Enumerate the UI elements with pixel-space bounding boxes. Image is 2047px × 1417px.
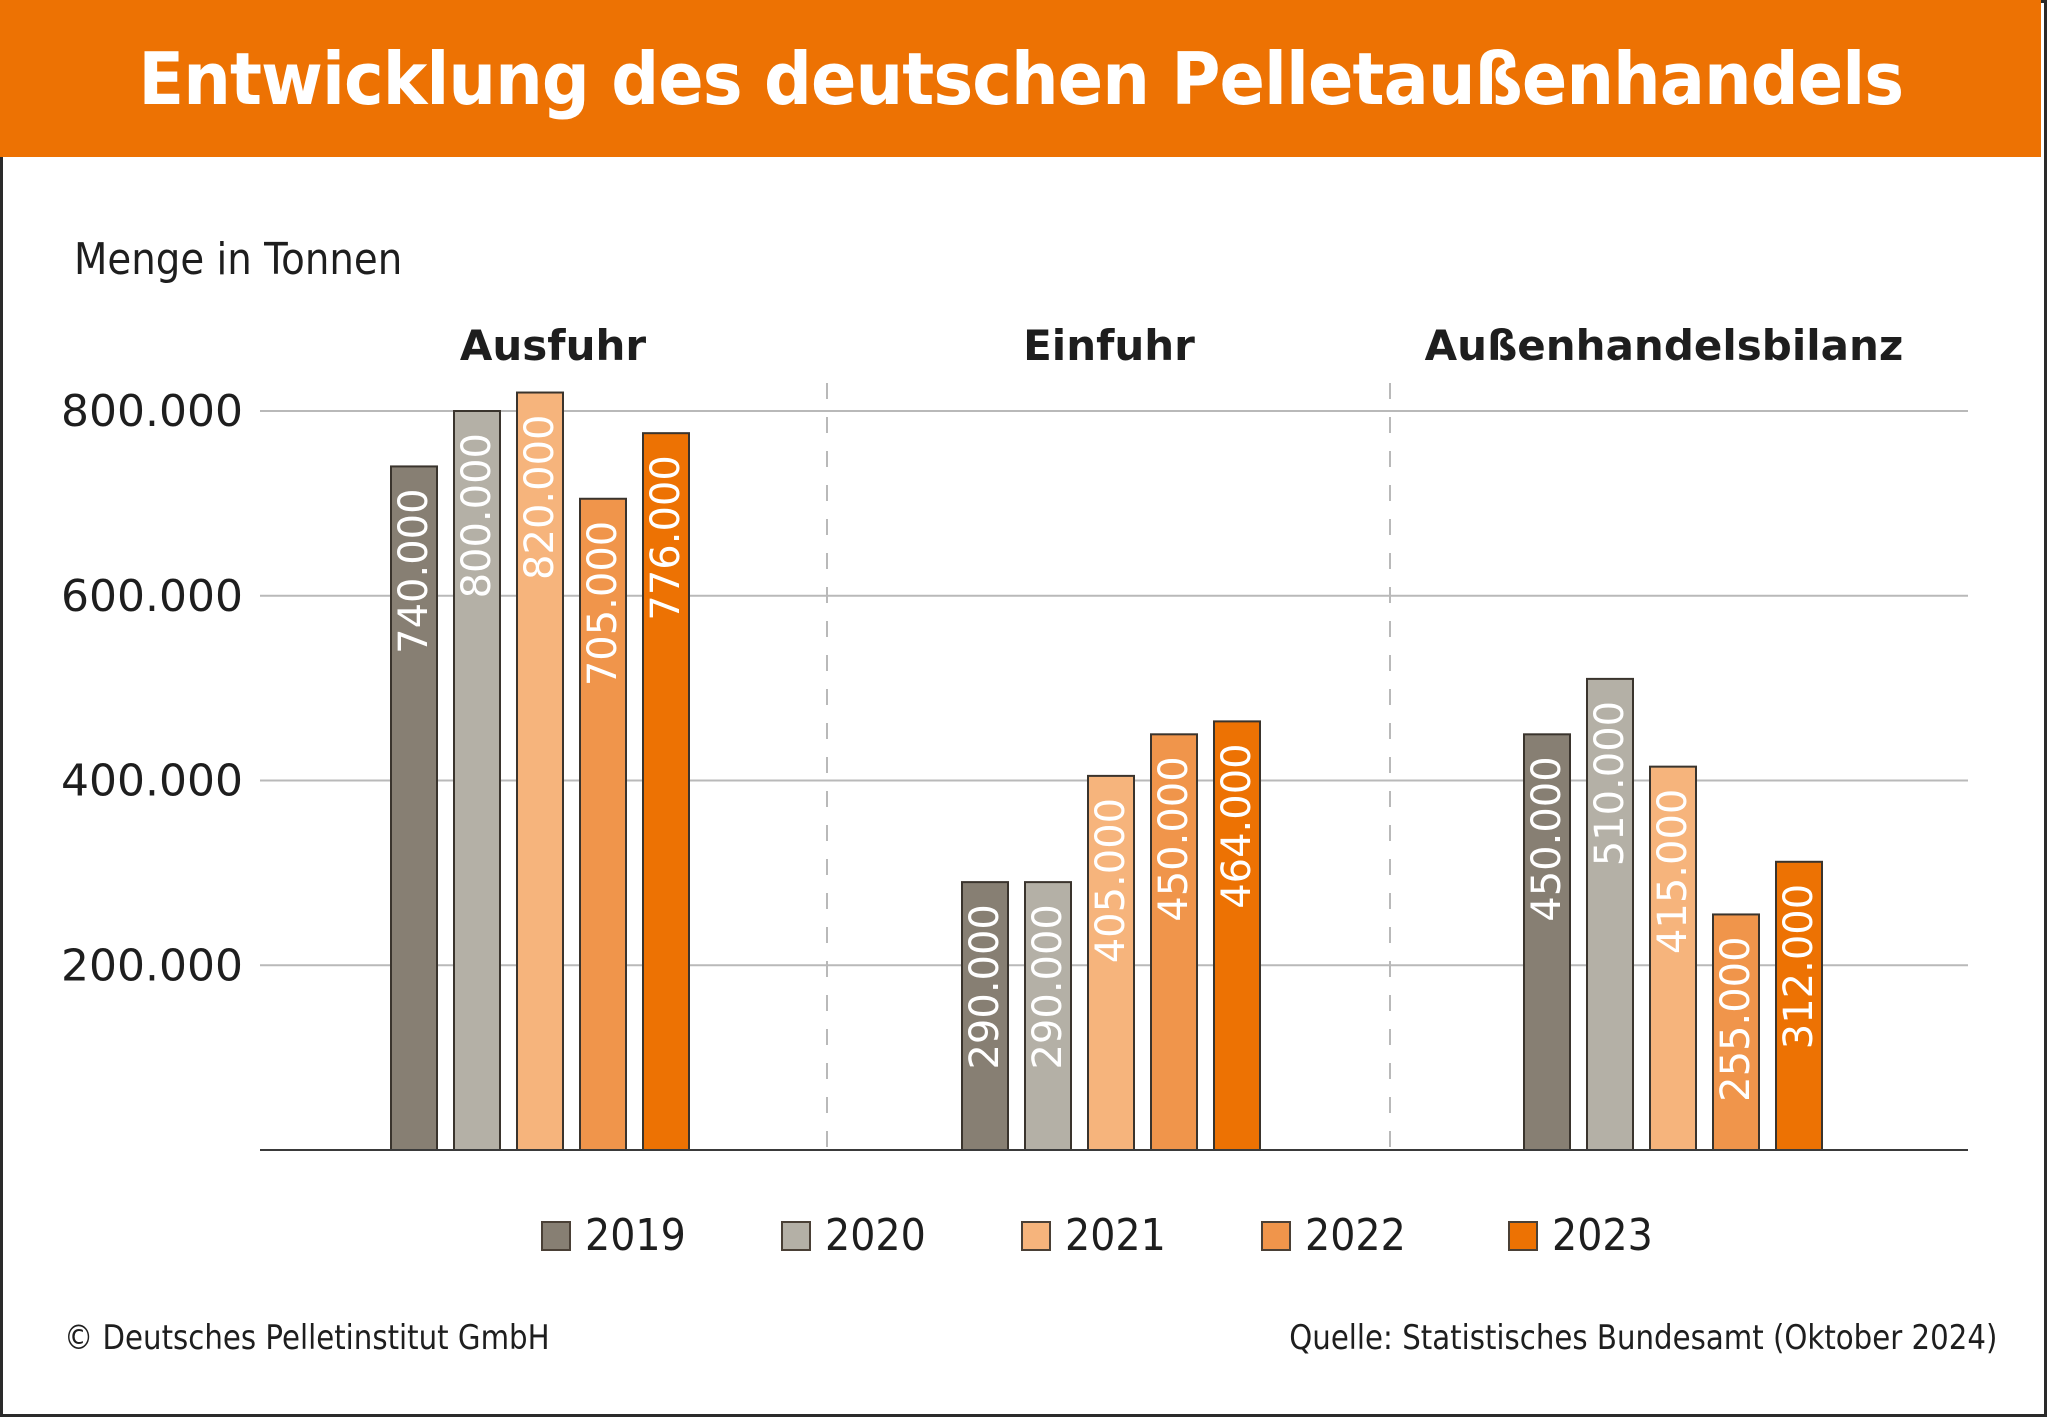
- legend-label: 2023: [1552, 1210, 1653, 1261]
- legend-swatch: [1261, 1220, 1291, 1251]
- legend-item: 2020: [781, 1210, 937, 1261]
- category-label: Einfuhr: [1023, 321, 1195, 370]
- bar-value-label: 312.000: [1776, 884, 1822, 1049]
- bar-value-label: 740.000: [391, 488, 437, 653]
- legend-swatch: [781, 1220, 811, 1251]
- bar-value-label: 290.000: [1025, 904, 1071, 1069]
- legend-swatch: [1508, 1220, 1538, 1251]
- bar: [961, 881, 1009, 1151]
- legend-item: 2019: [541, 1210, 697, 1261]
- legend-label: 2019: [585, 1210, 686, 1261]
- bar: [516, 391, 564, 1151]
- legend-item: 2021: [1021, 1210, 1177, 1261]
- bar: [1087, 774, 1135, 1151]
- y-tick-label: 600.000: [61, 571, 243, 622]
- y-tick-label: 400.000: [61, 756, 243, 807]
- legend-swatch: [1021, 1220, 1051, 1251]
- source-text: Quelle: Statistisches Bundesamt (Oktober…: [1288, 1318, 1997, 1358]
- legend: 2019 2020 2021 2022 2023: [0, 1210, 2047, 1270]
- legend-label: 2020: [825, 1210, 926, 1261]
- bar: [453, 410, 501, 1151]
- legend-item: 2022: [1261, 1210, 1417, 1261]
- legend-swatch: [541, 1220, 571, 1251]
- bar-value-label: 800.000: [454, 433, 500, 598]
- category-label: Ausfuhr: [460, 321, 646, 370]
- bar-value-label: 290.000: [962, 904, 1008, 1069]
- bar: [1024, 881, 1072, 1151]
- bar-value-label: 450.000: [1151, 756, 1197, 921]
- bar-value-label: 820.000: [517, 415, 563, 580]
- chart-title: Entwicklung des deutschen Pelletaußenhan…: [138, 36, 1904, 121]
- bar-value-label: 450.000: [1524, 756, 1570, 921]
- bar-value-label: 705.000: [580, 521, 626, 686]
- bar-value-label: 405.000: [1088, 798, 1134, 963]
- y-tick-label: 800.000: [61, 386, 243, 437]
- bar-value-label: 464.000: [1214, 743, 1260, 908]
- bar: [1150, 733, 1198, 1151]
- copyright-text: © Deutsches Pelletinstitut GmbH: [64, 1318, 550, 1358]
- bar: [1586, 677, 1634, 1151]
- bar: [1523, 733, 1571, 1151]
- legend-label: 2022: [1305, 1210, 1406, 1261]
- bar-value-label: 415.000: [1650, 789, 1696, 954]
- legend-label: 2021: [1065, 1210, 1166, 1261]
- bar-value-label: 510.000: [1587, 701, 1633, 866]
- category-label: Außenhandelsbilanz: [1425, 321, 1904, 370]
- y-tick-label: 200.000: [61, 940, 243, 991]
- bar-value-label: 776.000: [643, 455, 689, 620]
- bar: [579, 497, 627, 1152]
- bar: [1712, 913, 1760, 1151]
- header-banner: Entwicklung des deutschen Pelletaußenhan…: [0, 0, 2041, 157]
- bar-value-label: 255.000: [1713, 936, 1759, 1101]
- bar: [1649, 765, 1697, 1151]
- bar: [1775, 860, 1823, 1151]
- legend-item: 2023: [1508, 1210, 1664, 1261]
- bar: [1213, 720, 1261, 1151]
- unit-label: Menge in Tonnen: [74, 234, 403, 285]
- bar: [642, 432, 690, 1152]
- bar: [390, 465, 438, 1151]
